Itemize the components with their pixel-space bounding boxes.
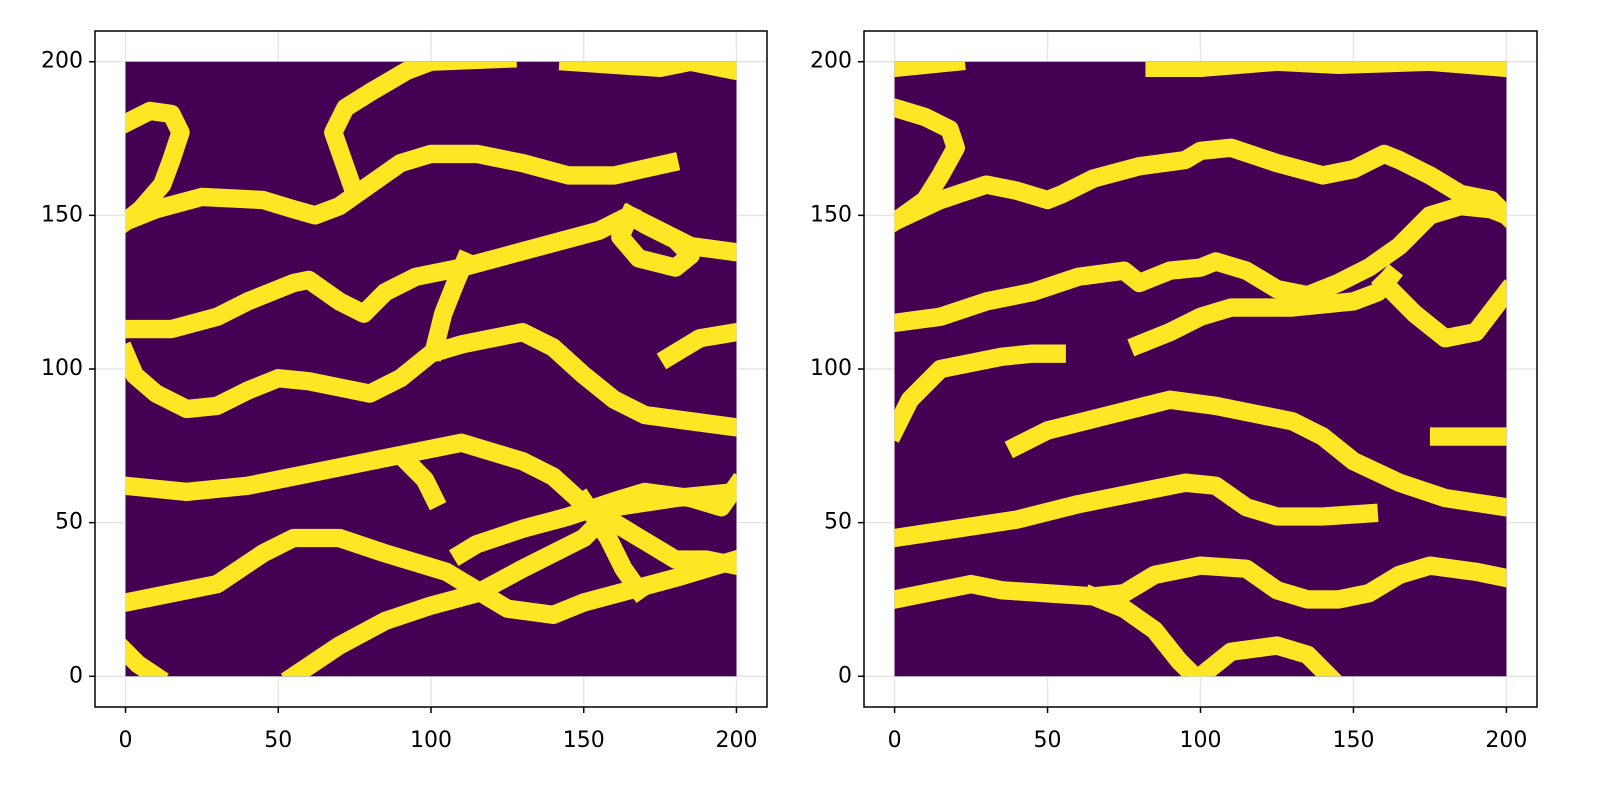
channel [558,61,737,81]
channel [448,472,737,566]
channel [611,202,700,277]
x-tick-label: 50 [1034,728,1062,753]
channel [125,528,737,624]
y-tick-label: 100 [41,356,83,381]
y-tick-label: 0 [69,663,83,688]
channel [125,322,737,437]
channels [894,61,1507,677]
channel [1127,263,1404,357]
channel [894,344,1066,443]
channels [125,61,737,677]
channel [324,61,517,197]
x-tick-label: 200 [715,728,757,753]
channel [656,322,737,370]
x-tick-label: 200 [1485,728,1527,753]
y-tick-label: 150 [41,202,83,227]
channel [1004,390,1507,517]
y-tick-label: 200 [810,49,852,74]
panel: 0 50 100 150 200 0 50 100 150 200 [41,30,768,753]
y-tick-label: 0 [838,663,852,688]
x-tick-label: 0 [888,728,902,753]
channel [894,556,1507,609]
channel [393,448,447,511]
channel [894,196,1507,333]
channel [1371,269,1507,348]
channel [1145,61,1507,78]
channel [571,488,652,604]
x-tick-label: 100 [410,728,452,753]
channel [1187,636,1342,677]
channel [894,61,966,78]
channel [1081,584,1208,677]
y-tick-label: 200 [41,49,83,74]
y-tick-label: 100 [810,356,852,381]
y-tick-label: 50 [824,510,852,535]
channel [894,473,1379,548]
channel [125,638,169,677]
channel [125,144,681,232]
y-tick-label: 150 [810,202,852,227]
x-tick-label: 50 [264,728,292,753]
channel [125,433,737,576]
x-tick-label: 150 [1332,728,1374,753]
panel: 0 50 100 150 200 0 50 100 150 200 [810,30,1538,753]
x-tick-label: 100 [1180,728,1222,753]
x-tick-label: 0 [119,728,133,753]
x-tick-label: 150 [563,728,605,753]
channel [894,138,1507,232]
channel [422,249,477,362]
y-tick-label: 50 [55,510,83,535]
